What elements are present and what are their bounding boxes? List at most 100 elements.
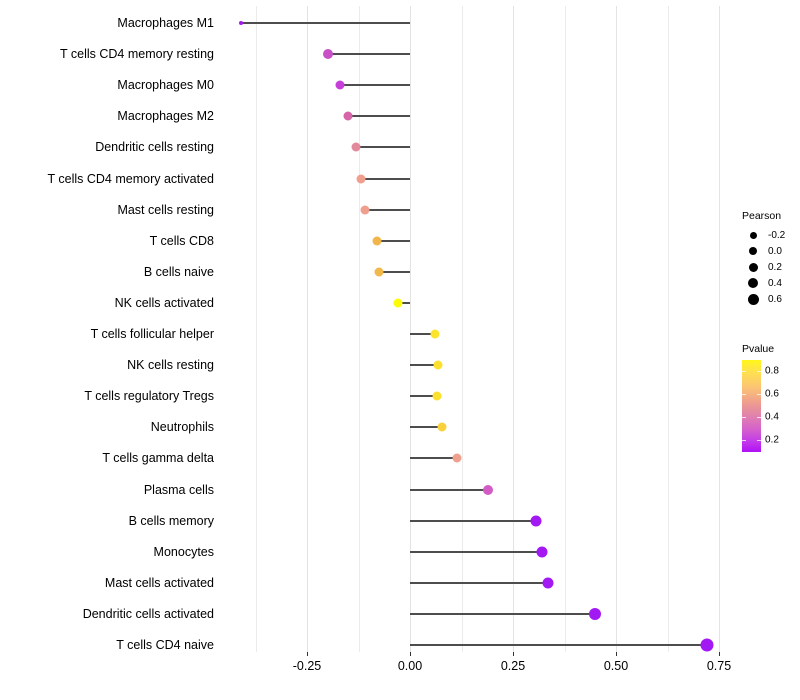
size-legend-dot bbox=[748, 278, 758, 288]
grid-line-major bbox=[616, 6, 617, 652]
lollipop-point[interactable] bbox=[542, 577, 554, 589]
lollipop-stem bbox=[410, 581, 549, 584]
colorbar-tick bbox=[757, 371, 761, 372]
y-axis-label: T cells CD4 memory activated bbox=[47, 171, 215, 186]
lollipop-point[interactable] bbox=[356, 174, 366, 183]
x-axis-tick bbox=[513, 652, 514, 656]
colorbar bbox=[742, 360, 761, 452]
grid-line-minor bbox=[358, 6, 360, 652]
x-axis-tick-label: 0.00 bbox=[397, 659, 423, 673]
color-legend: Pvalue 0.8 0.6 0.4 0.2 bbox=[742, 343, 800, 452]
size-legend-item: 0.2 bbox=[742, 259, 800, 275]
colorbar-tick-label: 0.6 bbox=[765, 388, 779, 400]
colorbar-tick-label: 0.8 bbox=[765, 365, 779, 377]
lollipop-stem bbox=[410, 488, 489, 491]
lollipop-point[interactable] bbox=[239, 21, 244, 25]
lollipop-point[interactable] bbox=[433, 360, 443, 370]
grid-line-major bbox=[513, 6, 514, 652]
size-legend-dot-wrap bbox=[742, 231, 764, 239]
y-axis-label: Plasma cells bbox=[143, 482, 214, 497]
x-axis-tick-label: 0.50 bbox=[603, 659, 629, 673]
colorbar-tick bbox=[757, 440, 761, 441]
y-axis-label: T cells CD4 memory resting bbox=[60, 46, 214, 61]
lollipop-point[interactable] bbox=[536, 546, 548, 558]
colorbar-tick bbox=[742, 440, 746, 441]
y-axis-label: Dendritic cells resting bbox=[95, 140, 214, 155]
grid-line-minor bbox=[461, 6, 463, 652]
colorbar-tick bbox=[757, 417, 761, 418]
size-legend-dot bbox=[749, 231, 757, 239]
size-legend-label: -0.2 bbox=[768, 229, 786, 241]
lollipop-point[interactable] bbox=[360, 205, 370, 215]
colorbar-tick bbox=[742, 371, 746, 372]
grid-line-major bbox=[307, 6, 308, 652]
lollipop-point[interactable] bbox=[437, 422, 447, 432]
lollipop-point[interactable] bbox=[374, 267, 384, 277]
lollipop-stem bbox=[397, 301, 410, 304]
y-axis-label: NK cells activated bbox=[114, 295, 214, 310]
y-axis-label: Macrophages M2 bbox=[117, 109, 214, 124]
lollipop-stem bbox=[379, 270, 410, 273]
lollipop-point[interactable] bbox=[483, 484, 494, 495]
lollipop-point[interactable] bbox=[589, 607, 602, 620]
lollipop-point[interactable] bbox=[322, 49, 333, 60]
lollipop-stem bbox=[410, 457, 457, 460]
colorbar-wrap: 0.8 0.6 0.4 0.2 bbox=[742, 360, 800, 452]
x-axis-tick bbox=[307, 652, 308, 656]
y-axis-label: Mast cells resting bbox=[117, 202, 214, 217]
size-legend-item: 0.6 bbox=[742, 291, 800, 307]
size-legend-item: 0.0 bbox=[742, 243, 800, 259]
lollipop-stem bbox=[348, 115, 410, 118]
size-legend: Pearson -0.2 0.0 0.2 0.4 0.6 bbox=[742, 210, 800, 307]
y-axis-label: T cells gamma delta bbox=[102, 451, 214, 466]
size-legend-dot-wrap bbox=[742, 293, 764, 305]
y-axis-label: T cells CD4 naive bbox=[116, 637, 214, 652]
lollipop-point[interactable] bbox=[393, 298, 403, 308]
grid-line-minor bbox=[564, 6, 566, 652]
colorbar-tick bbox=[742, 394, 746, 395]
lollipop-point[interactable] bbox=[335, 80, 345, 90]
y-axis-label: Neutrophils bbox=[150, 420, 214, 435]
size-legend-label: 0.6 bbox=[768, 293, 782, 305]
lollipop-point[interactable] bbox=[351, 142, 361, 152]
size-legend-item: 0.4 bbox=[742, 275, 800, 291]
y-axis-label: T cells CD8 bbox=[149, 233, 214, 248]
lollipop-point[interactable] bbox=[432, 391, 442, 401]
lollipop-stem bbox=[241, 22, 410, 24]
lollipop-point[interactable] bbox=[372, 236, 382, 246]
colorbar-tick bbox=[742, 417, 746, 418]
y-axis-label: Macrophages M0 bbox=[117, 77, 214, 92]
y-axis-label: Dendritic cells activated bbox=[82, 606, 214, 621]
lollipop-point[interactable] bbox=[430, 329, 440, 339]
lollipop-stem bbox=[410, 519, 536, 522]
lollipop-stem bbox=[327, 53, 410, 56]
y-axis-label: B cells memory bbox=[128, 513, 214, 528]
y-axis-label: Macrophages M1 bbox=[117, 15, 214, 30]
x-axis-tick-label: 0.75 bbox=[706, 659, 732, 673]
lollipop-stem bbox=[339, 84, 410, 87]
size-legend-dot bbox=[748, 262, 758, 272]
size-legend-label: 0.0 bbox=[768, 245, 782, 257]
lollipop-stem bbox=[364, 208, 410, 211]
colorbar-ticks bbox=[742, 360, 761, 452]
lollipop-stem bbox=[410, 364, 438, 367]
y-axis-label: Monocytes bbox=[153, 544, 214, 559]
lollipop-stem bbox=[410, 550, 542, 553]
lollipop-point[interactable] bbox=[343, 111, 353, 121]
colorbar-tick-label: 0.4 bbox=[765, 411, 779, 423]
y-axis-label: NK cells resting bbox=[127, 357, 214, 372]
grid-line-major bbox=[410, 6, 411, 652]
size-legend-item: -0.2 bbox=[742, 227, 800, 243]
lollipop-point[interactable] bbox=[530, 515, 542, 527]
lollipop-stem bbox=[410, 426, 442, 429]
y-axis-label: T cells follicular helper bbox=[90, 326, 214, 341]
lollipop-stem bbox=[410, 644, 707, 646]
size-legend-dot bbox=[749, 247, 757, 255]
lollipop-point[interactable] bbox=[700, 638, 714, 652]
lollipop-stem bbox=[410, 612, 596, 615]
lollipop-stem bbox=[360, 177, 410, 180]
lollipop-point[interactable] bbox=[452, 453, 462, 463]
size-legend-label: 0.4 bbox=[768, 277, 782, 289]
colorbar-tick-label: 0.2 bbox=[765, 434, 779, 446]
lollipop-stem bbox=[356, 146, 410, 149]
